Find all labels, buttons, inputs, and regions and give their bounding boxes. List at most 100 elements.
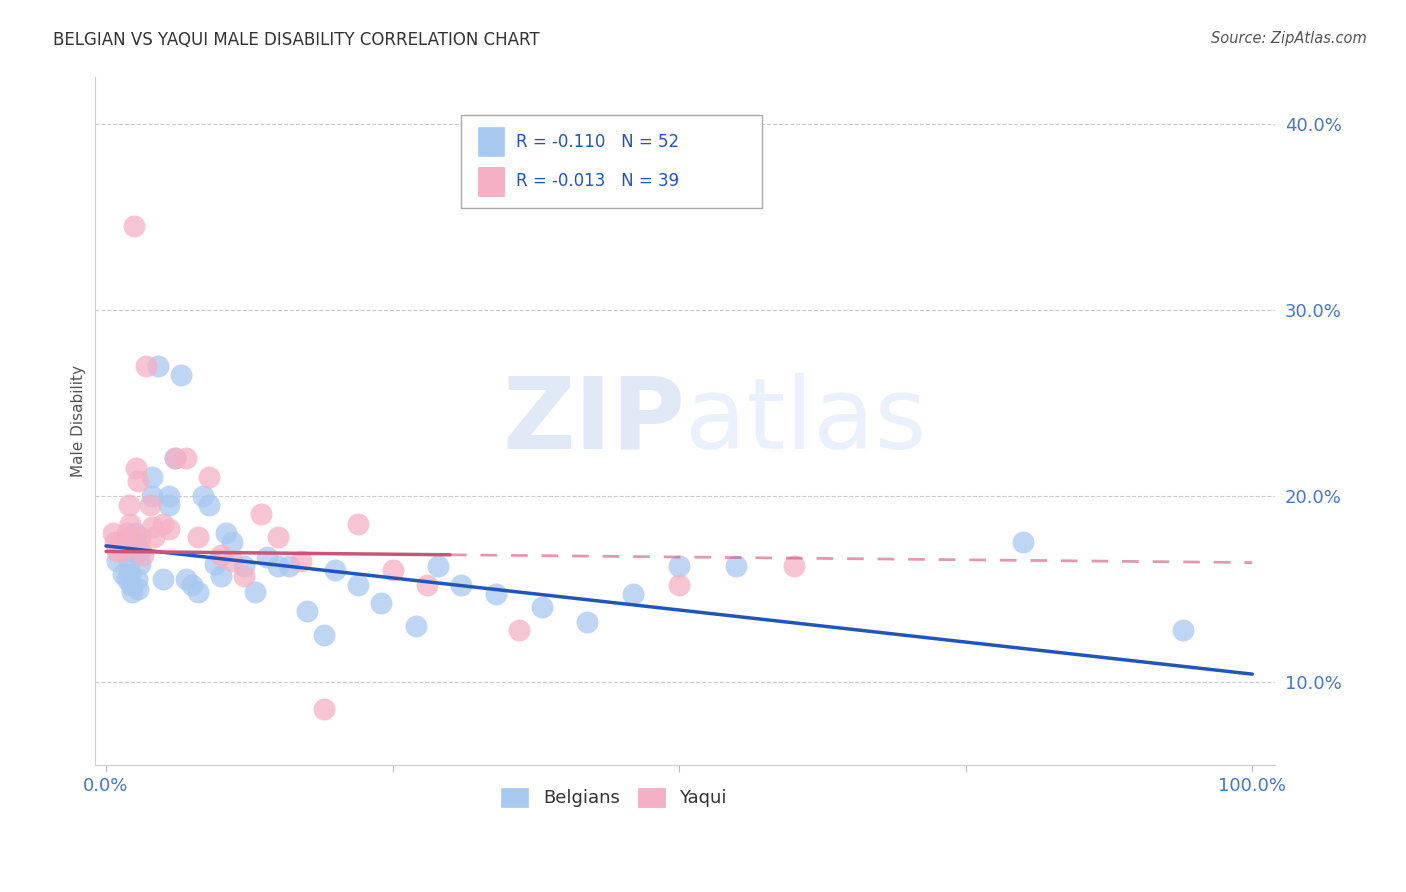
Point [312, 702, 335, 716]
Text: atlas: atlas [685, 373, 927, 470]
Point [209, 568, 232, 582]
Point [416, 578, 439, 592]
Point [120, 566, 142, 581]
Point [118, 498, 141, 512]
Point [278, 559, 301, 574]
Point [118, 558, 141, 572]
Point [157, 489, 180, 503]
Point [290, 554, 312, 568]
Bar [478, 167, 505, 196]
Point [267, 530, 290, 544]
Point [530, 600, 553, 615]
Text: ZIP: ZIP [502, 373, 685, 470]
FancyBboxPatch shape [461, 115, 762, 208]
Point [232, 568, 254, 582]
Point [198, 470, 221, 484]
Point [120, 578, 142, 592]
Point [187, 585, 209, 599]
Point [157, 522, 180, 536]
Point [427, 559, 450, 574]
Point [174, 572, 197, 586]
Point [122, 219, 145, 234]
Point [221, 554, 243, 568]
Point [187, 530, 209, 544]
Point [668, 559, 690, 574]
Point [152, 572, 174, 586]
Point [115, 572, 138, 586]
Point [127, 582, 149, 596]
Point [209, 548, 232, 562]
Point [295, 604, 318, 618]
Point [232, 559, 254, 574]
Legend: Belgians, Yaqui: Belgians, Yaqui [494, 780, 734, 814]
Text: R = -0.013   N = 39: R = -0.013 N = 39 [516, 172, 679, 191]
Point [115, 525, 138, 540]
Point [347, 578, 370, 592]
Point [125, 460, 148, 475]
Point [174, 451, 197, 466]
Point [256, 549, 278, 564]
Point [152, 516, 174, 531]
Text: BELGIAN VS YAQUI MALE DISABILITY CORRELATION CHART: BELGIAN VS YAQUI MALE DISABILITY CORRELA… [53, 31, 540, 49]
Point [249, 508, 271, 522]
Point [129, 558, 152, 572]
Point [405, 619, 427, 633]
Point [129, 530, 152, 544]
Point [198, 498, 221, 512]
Point [120, 516, 142, 531]
Point [1012, 535, 1035, 549]
Point [267, 559, 290, 574]
Point [163, 451, 186, 466]
Point [121, 585, 143, 599]
Point [141, 470, 163, 484]
Point [135, 359, 157, 373]
Point [312, 628, 335, 642]
Point [783, 559, 806, 574]
Point [112, 566, 135, 581]
Point [193, 489, 215, 503]
Point [181, 578, 204, 592]
Point [163, 451, 186, 466]
Point [107, 554, 129, 568]
Point [129, 544, 152, 558]
Text: R = -0.110   N = 52: R = -0.110 N = 52 [516, 133, 679, 151]
Point [138, 498, 160, 512]
Point [118, 544, 141, 558]
Point [157, 498, 180, 512]
Point [215, 525, 238, 540]
Point [107, 544, 129, 558]
Point [508, 623, 530, 637]
Point [146, 359, 169, 373]
Point [576, 615, 599, 629]
Point [323, 563, 346, 577]
Point [132, 548, 155, 562]
Point [347, 516, 370, 531]
Bar [478, 128, 505, 156]
Point [169, 368, 191, 382]
Point [243, 585, 266, 599]
Point [381, 563, 404, 577]
Point [450, 578, 472, 592]
Point [120, 530, 142, 544]
Point [124, 535, 146, 549]
Point [725, 559, 748, 574]
Point [104, 535, 127, 549]
Point [204, 558, 226, 572]
Point [621, 587, 644, 601]
Point [101, 525, 124, 540]
Point [141, 520, 163, 534]
Point [221, 535, 243, 549]
Point [370, 597, 392, 611]
Point [668, 578, 690, 592]
Y-axis label: Male Disability: Male Disability [72, 366, 86, 477]
Point [124, 525, 146, 540]
Point [127, 474, 149, 488]
Point [112, 535, 135, 549]
Point [108, 535, 131, 549]
Point [485, 587, 508, 601]
Point [1173, 623, 1195, 637]
Point [141, 489, 163, 503]
Point [125, 572, 148, 586]
Point [143, 530, 166, 544]
Text: Source: ZipAtlas.com: Source: ZipAtlas.com [1211, 31, 1367, 46]
